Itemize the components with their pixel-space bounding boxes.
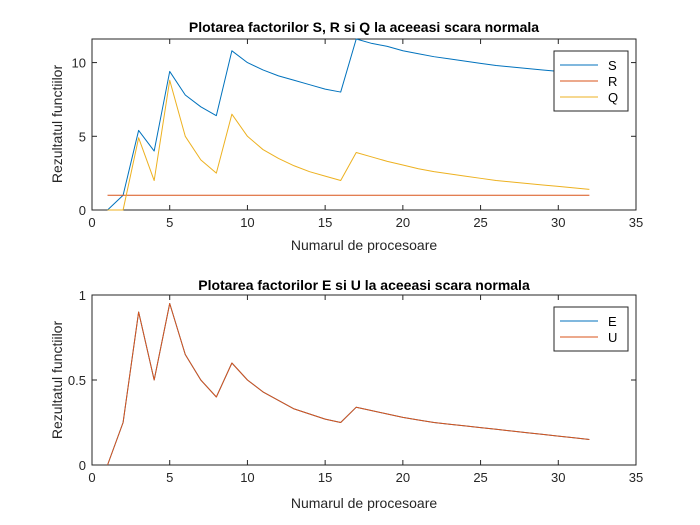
axes-box <box>91 38 637 211</box>
x-tick-label: 0 <box>88 215 95 230</box>
x-tick-label: 35 <box>629 215 643 230</box>
chart-title: Plotarea factorilor S, R si Q la aceeasi… <box>189 19 539 35</box>
legend: SRQ <box>553 50 629 112</box>
legend-label-e: E <box>608 314 617 329</box>
legend: EU <box>553 306 629 352</box>
x-tick-label: 20 <box>396 470 410 485</box>
x-tick-label: 15 <box>318 470 332 485</box>
x-tick-label: 30 <box>551 470 565 485</box>
legend-label-u: U <box>608 330 617 345</box>
top-subplot: Plotarea factorilor S, R si Q la aceeasi… <box>49 19 643 253</box>
x-axis-label: Numarul de procesoare <box>291 495 438 511</box>
x-tick-label: 5 <box>166 470 173 485</box>
x-tick-label: 35 <box>629 470 643 485</box>
y-tick-label: 5 <box>79 129 86 144</box>
x-tick-label: 5 <box>166 215 173 230</box>
series-line-u <box>107 303 590 466</box>
x-tick-label: 15 <box>318 215 332 230</box>
y-axis-label: Rezultatul functiilor <box>49 321 65 440</box>
x-tick-label: 10 <box>240 215 254 230</box>
legend-label-q: Q <box>608 90 618 105</box>
x-tick-label: 20 <box>396 215 410 230</box>
chart-title: Plotarea factorilor E si U la aceeasi sc… <box>198 277 530 293</box>
y-tick-label: 0.5 <box>68 373 86 388</box>
x-tick-label: 10 <box>240 470 254 485</box>
legend-box <box>553 306 629 352</box>
x-tick-label: 25 <box>473 470 487 485</box>
y-tick-label: 0 <box>79 203 86 218</box>
y-tick-label: 10 <box>72 56 86 71</box>
y-axis-label: Rezultatul functiilor <box>49 65 65 184</box>
series-line-e <box>107 303 590 466</box>
x-tick-label: 0 <box>88 470 95 485</box>
series-line-q <box>107 79 590 211</box>
x-axis-label: Numarul de procesoare <box>291 237 438 253</box>
x-tick-label: 25 <box>473 215 487 230</box>
legend-label-r: R <box>608 74 617 89</box>
series-line-s <box>107 38 590 211</box>
bottom-subplot: Plotarea factorilor E si U la aceeasi sc… <box>49 277 643 511</box>
x-tick-label: 30 <box>551 215 565 230</box>
legend-label-s: S <box>608 58 617 73</box>
y-tick-label: 1 <box>79 288 86 303</box>
y-tick-label: 0 <box>79 458 86 473</box>
